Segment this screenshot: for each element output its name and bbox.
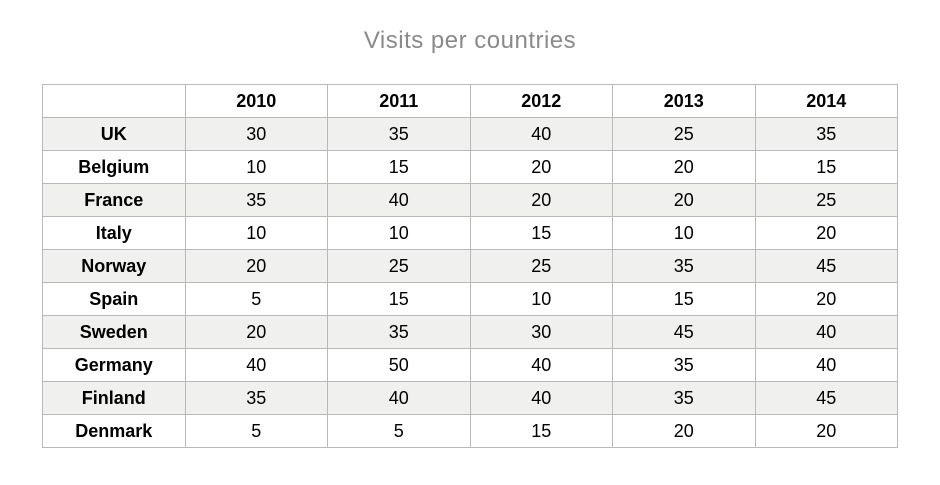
table-row-germany: Germany 40 50 40 35 40 (42, 348, 898, 382)
table-cell: 35 (612, 381, 756, 415)
column-header-2014: 2014 (754, 84, 898, 118)
table-cell: 25 (754, 183, 898, 217)
row-header: Denmark (42, 414, 186, 448)
table-cell: 40 (469, 381, 613, 415)
table-cell: 15 (469, 414, 613, 448)
table-cell: 45 (612, 315, 756, 349)
row-header: Norway (42, 249, 186, 283)
table-cell: 40 (327, 381, 471, 415)
table-cell: 45 (754, 249, 898, 283)
table-cell: 20 (612, 414, 756, 448)
column-header-2013: 2013 (612, 84, 756, 118)
table-cell: 10 (184, 216, 328, 250)
table-cell: 20 (754, 216, 898, 250)
table-cell: 35 (754, 117, 898, 151)
row-header: Finland (42, 381, 186, 415)
table-cell: 20 (754, 414, 898, 448)
row-header: Belgium (42, 150, 186, 184)
table-cell: 15 (469, 216, 613, 250)
table-cell: 5 (327, 414, 471, 448)
table-cell: 15 (612, 282, 756, 316)
table-row-uk: UK 30 35 40 25 35 (42, 117, 898, 151)
row-header: UK (42, 117, 186, 151)
table-row-sweden: Sweden 20 35 30 45 40 (42, 315, 898, 349)
table-cell: 40 (754, 348, 898, 382)
table-cell: 35 (184, 381, 328, 415)
table-row-italy: Italy 10 10 15 10 20 (42, 216, 898, 250)
table-cell: 40 (469, 348, 613, 382)
table-cell: 20 (184, 315, 328, 349)
table-cell: 45 (754, 381, 898, 415)
table-cell: 25 (469, 249, 613, 283)
table-cell: 25 (327, 249, 471, 283)
table-cell: 10 (184, 150, 328, 184)
row-header: Sweden (42, 315, 186, 349)
table-cell: 30 (469, 315, 613, 349)
table-row-belgium: Belgium 10 15 20 20 15 (42, 150, 898, 184)
column-header-2011: 2011 (327, 84, 471, 118)
table-cell: 40 (469, 117, 613, 151)
row-header: Italy (42, 216, 186, 250)
table-header-row: 2010 2011 2012 2013 2014 (42, 84, 898, 118)
table-cell: 10 (327, 216, 471, 250)
table-cell: 35 (184, 183, 328, 217)
page-title: Visits per countries (363, 27, 577, 54)
column-header-2012: 2012 (469, 84, 613, 118)
table-cell: 40 (184, 348, 328, 382)
table-cell: 35 (327, 315, 471, 349)
table-cell: 20 (469, 150, 613, 184)
table-cell: 40 (327, 183, 471, 217)
table-cell: 5 (184, 282, 328, 316)
corner-cell (42, 84, 186, 118)
table-cell: 5 (184, 414, 328, 448)
table-cell: 20 (754, 282, 898, 316)
row-header: Germany (42, 348, 186, 382)
table-cell: 15 (327, 150, 471, 184)
visits-table: 2010 2011 2012 2013 2014 UK 30 35 40 25 … (42, 84, 898, 448)
table-cell: 35 (612, 348, 756, 382)
table-row-denmark: Denmark 5 5 15 20 20 (42, 414, 898, 448)
table-row-france: France 35 40 20 20 25 (42, 183, 898, 217)
table-cell: 20 (184, 249, 328, 283)
table-cell: 35 (327, 117, 471, 151)
table-cell: 25 (612, 117, 756, 151)
table-cell: 15 (327, 282, 471, 316)
table-row-norway: Norway 20 25 25 35 45 (42, 249, 898, 283)
table-row-spain: Spain 5 15 10 15 20 (42, 282, 898, 316)
row-header: France (42, 183, 186, 217)
table-cell: 10 (469, 282, 613, 316)
table-cell: 50 (327, 348, 471, 382)
column-header-2010: 2010 (184, 84, 328, 118)
table-row-finland: Finland 35 40 40 35 45 (42, 381, 898, 415)
table-cell: 30 (184, 117, 328, 151)
row-header: Spain (42, 282, 186, 316)
table-cell: 35 (612, 249, 756, 283)
table-cell: 15 (754, 150, 898, 184)
table-cell: 40 (754, 315, 898, 349)
table-cell: 20 (469, 183, 613, 217)
table-cell: 10 (612, 216, 756, 250)
table-cell: 20 (612, 183, 756, 217)
table-cell: 20 (612, 150, 756, 184)
